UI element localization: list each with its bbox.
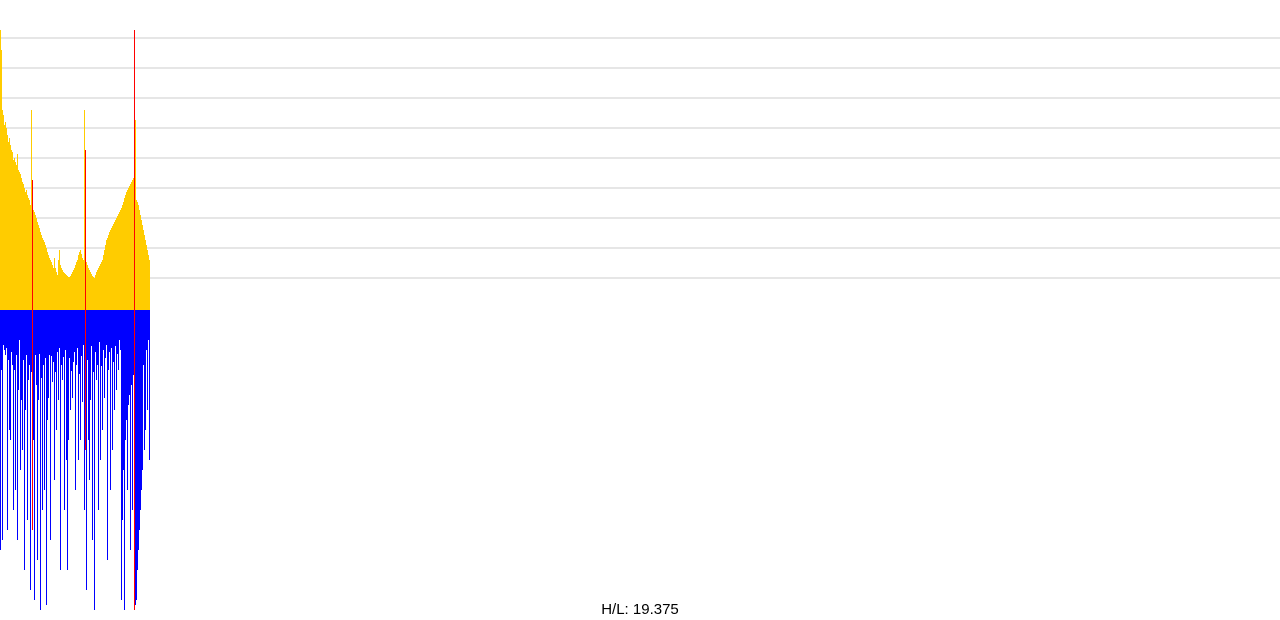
stock-chart [0, 0, 1280, 620]
chart-footer: H/L: 19.375 [0, 601, 1280, 618]
chart-container: ALKT_5d Alkami Technology（软件）（2021-04-14… [0, 0, 1280, 620]
